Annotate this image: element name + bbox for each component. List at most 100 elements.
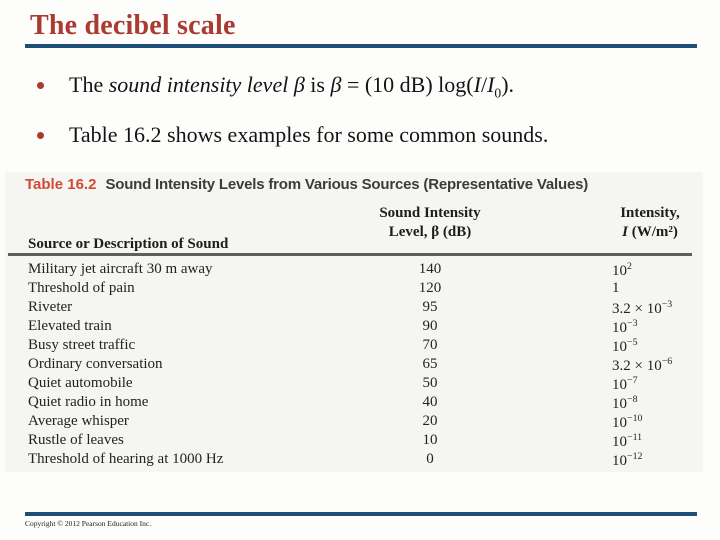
row-intensity-value: 10−3 [612,318,638,337]
reference-intensity-symbol: I [487,72,495,97]
table-row: Military jet aircraft 30 m away 140 102 [5,261,703,280]
row-source: Threshold of pain [28,280,135,296]
row-db-value: 40 [422,394,438,410]
column-header-line: I (W/m²) [575,223,720,242]
intensity-exponent: −10 [627,413,643,424]
bullet-formula-text: The sound intensity level β is β = (10 d… [69,72,514,106]
text-fragment-italic: sound intensity level [108,72,294,97]
bullet-icon [37,82,44,89]
row-source: Quiet automobile [28,375,133,391]
row-db-value: 50 [422,375,438,391]
row-source: Military jet aircraft 30 m away [28,261,213,277]
row-intensity-value: 10−5 [612,337,638,356]
row-source: Elevated train [28,318,112,334]
subscript-zero: 0 [494,85,502,101]
row-intensity-value: 3.2 × 10−3 [612,299,672,318]
column-header-line: Intensity, [620,205,680,221]
intensity-mantissa: 10 [612,434,627,450]
intensity-mantissa: 10 [612,320,627,336]
row-intensity-value: 10−12 [612,451,642,470]
bullet-item-formula: The sound intensity level β is β = (10 d… [30,72,690,106]
row-source: Ordinary conversation [28,356,163,372]
table-header-rule [8,253,692,256]
row-source: Average whisper [28,413,129,429]
row-db-value: 10 [422,432,438,448]
intensity-exponent: −3 [661,299,673,310]
intensity-symbol: I [622,224,628,240]
table-caption: Table 16.2 Sound Intensity Levels from Va… [25,176,588,193]
row-db-value: 65 [422,356,438,372]
intensity-mantissa: 3.2 × 10 [612,358,662,374]
table-row: Busy street traffic 70 10−5 [5,337,703,356]
intensity-exponent: −7 [627,375,638,386]
intensity-exponent: −12 [627,451,643,462]
intensity-mantissa: 10 [612,415,627,431]
intensity-units: (W/m²) [627,224,678,240]
intensity-mantissa: 10 [612,263,627,279]
table-caption-text: Sound Intensity Levels from Various Sour… [105,176,589,193]
table-row: Ordinary conversation 65 3.2 × 10−6 [5,356,703,375]
column-header-intensity: Intensity, I (W/m²) [575,204,720,242]
table-row: Threshold of hearing at 1000 Hz 0 10−12 [5,451,703,470]
column-header-line: Level, β (dB) [388,224,472,240]
row-db-value: 95 [422,299,438,315]
intensity-mantissa: 10 [612,453,627,469]
beta-symbol: β [293,72,305,97]
intensity-mantissa: 10 [612,339,627,355]
intensity-mantissa: 10 [612,377,627,393]
bullet-item-table-ref: Table 16.2 shows examples for some commo… [30,122,690,148]
intensity-exponent: 2 [627,261,632,272]
intensity-symbol: I [473,72,481,97]
row-source: Rustle of leaves [28,432,124,448]
text-fragment: The [69,72,109,97]
intensity-mantissa: 3.2 × 10 [612,301,662,317]
intensity-mantissa: 10 [612,396,627,412]
row-intensity-value: 10−7 [612,375,638,394]
table-row: Threshold of pain 120 1 [5,280,703,299]
text-fragment: is [304,72,331,97]
row-db-value: 140 [418,261,442,277]
row-intensity-value: 10−10 [612,413,642,432]
intensity-exponent: −6 [661,356,673,367]
row-db-value: 20 [422,413,438,429]
intensity-exponent: −11 [627,432,643,443]
footer-divider [25,512,697,516]
row-source: Quiet radio in home [28,394,149,410]
page-title: The decibel scale [30,10,236,41]
table-row: Quiet automobile 50 10−7 [5,375,703,394]
table-row: Rustle of leaves 10 10−11 [5,432,703,451]
row-intensity-value: 102 [612,261,632,280]
table-row: Riveter 95 3.2 × 10−3 [5,299,703,318]
row-db-value: 90 [422,318,438,334]
column-header-line: Sound Intensity [379,205,481,221]
row-db-value: 0 [426,451,434,467]
text-fragment: = (10 dB) log( [341,72,474,97]
beta-symbol: β [330,72,342,97]
table-figure: Table 16.2 Sound Intensity Levels from Va… [5,172,703,472]
bullet-icon [37,132,44,139]
table-row: Elevated train 90 10−3 [5,318,703,337]
row-source: Threshold of hearing at 1000 Hz [28,451,224,467]
text-fragment: / [480,72,488,97]
column-header-sound-intensity-level: Sound Intensity Level, β (dB) [340,204,520,242]
intensity-mantissa: 1 [612,280,620,296]
intensity-exponent: −3 [627,318,638,329]
row-intensity-value: 3.2 × 10−6 [612,356,672,375]
table-row: Average whisper 20 10−10 [5,413,703,432]
title-divider [25,44,697,48]
row-db-value: 70 [422,337,438,353]
row-intensity-value: 10−8 [612,394,638,413]
row-source: Riveter [28,299,73,315]
intensity-exponent: −5 [627,337,638,348]
row-intensity-value: 1 [612,280,620,297]
row-db-value: 120 [418,280,442,296]
row-source: Busy street traffic [28,337,136,353]
bullet-table-ref-text: Table 16.2 shows examples for some commo… [69,122,549,147]
row-intensity-value: 10−11 [612,432,642,451]
intensity-exponent: −8 [627,394,638,405]
table-row: Quiet radio in home 40 10−8 [5,394,703,413]
text-fragment: ). [501,72,515,97]
column-header-source: Source or Description of Sound [28,236,229,252]
table-caption-label: Table 16.2 [25,176,97,193]
